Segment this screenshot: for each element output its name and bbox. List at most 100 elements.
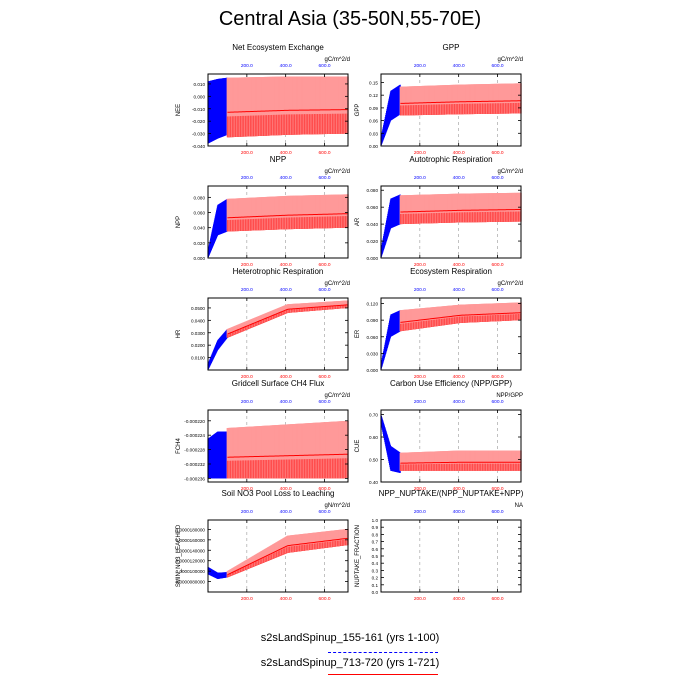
panel-2-frame [380, 73, 522, 147]
panel-4-series-1-mean [380, 211, 400, 255]
panel-8-title: Carbon Use Efficiency (NPP/GPP) [390, 379, 512, 388]
panel-10-ytick-label: 0.0 [372, 590, 379, 595]
panel-7-ylabel: FCH4 [176, 438, 182, 454]
panel-6-xtick-bottom-label: 200.0 [414, 374, 426, 380]
panel-3-frame [207, 185, 349, 259]
panel-8-xtick-bottom-label: 600.0 [491, 486, 503, 492]
panel-8-ytick-label: 0.40 [369, 480, 378, 485]
panel-2-ytick-label: 0.06 [369, 119, 378, 124]
panel-3-ytick-label: 0.000 [194, 256, 206, 261]
panel-1-title: Net Ecosystem Exchange [232, 43, 324, 52]
panel-1-ylabel: NEE [176, 104, 182, 116]
panel-8-frame [380, 409, 522, 483]
panel-2-series-1-mean [380, 101, 400, 143]
panel-1-xtick-top-label: 200.0 [241, 63, 253, 69]
panel-7-series-2-mean [227, 453, 348, 458]
panel-3-xtick-bottom-label: 400.0 [280, 262, 292, 268]
panel-2-ylabel: GPP [355, 104, 361, 117]
panel-10-ytick-label: 1.0 [372, 518, 379, 523]
panel-7-title: Gridcell Surface CH4 Flux [232, 379, 324, 388]
panel-6-ytick-label: 0.030 [367, 351, 379, 356]
panel-9-series-2-mean [227, 537, 348, 576]
panel-7-series-1-mean [207, 458, 227, 463]
panel-3-series-1-mean [207, 217, 227, 255]
panel-9-ytick-label: 0.0000160000 [176, 538, 206, 543]
panel-7-ytick-label: -0.000220 [184, 419, 205, 424]
panel-2-ytick-label: 0.15 [369, 80, 378, 85]
panel-4-series-1 [380, 194, 401, 258]
panel-2-ytick-label: 0.00 [369, 144, 378, 149]
panel-4-series-2-mean [400, 208, 521, 213]
page-title: Central Asia (35-50N,55-70E) [218, 8, 482, 30]
panel-5-ytick-label: 0.0500 [191, 306, 205, 311]
panel-1-ytick-label: 0.010 [194, 82, 206, 87]
panel-4-ytick-label: 0.040 [367, 222, 379, 227]
panel-10-ytick-label: 0.8 [372, 532, 379, 537]
panel-3-series-2-mean [227, 213, 348, 219]
panel-10-ytick-label: 0.5 [372, 554, 379, 559]
panel-1-xtick-bottom-label: 600.0 [318, 150, 330, 156]
panel-2-xtick-bottom-label: 600.0 [491, 150, 503, 156]
panel-10-xtick-bottom-label: 200.0 [414, 596, 426, 602]
panel-1-series-2-mean [227, 109, 348, 113]
panel-10-xtick-top-label: 600.0 [491, 509, 503, 515]
panel-8-series-2 [399, 450, 522, 471]
panel-7-frame [207, 409, 349, 483]
panel-2-xtick-top-label: 400.0 [453, 63, 465, 69]
panel-3-xtick-top-label: 200.0 [241, 175, 253, 181]
panel-5-xtick-bottom-label: 400.0 [280, 374, 292, 380]
panel-5-title: Heterotrophic Respiration [233, 267, 324, 276]
panel-8-xtick-top-label: 600.0 [491, 399, 503, 405]
panel-5-units: gC/m^2/d [325, 281, 351, 287]
panel-7-xtick-top-label: 400.0 [280, 399, 292, 405]
panel-10-ytick-label: 0.3 [372, 568, 379, 573]
panel-4-ytick-label: 0.060 [367, 205, 379, 210]
panel-10-ytick-label: 0.6 [372, 547, 379, 552]
panel-5-series-1 [207, 329, 228, 370]
panel-4-units: gC/m^2/d [498, 169, 524, 175]
panel-7-series-1 [207, 431, 228, 479]
panel-3-units: gC/m^2/d [325, 169, 351, 175]
panel-3-ytick-label: 0.060 [194, 211, 206, 216]
panel-1-frame [207, 73, 349, 147]
panel-1-ytick-label: -0.020 [192, 119, 205, 124]
panel-6-title: Ecosystem Respiration [410, 267, 492, 276]
panel-6-xtick-top-label: 200.0 [414, 287, 426, 293]
panel-7-xtick-top-label: 200.0 [241, 399, 253, 405]
panel-8-series-1-mean [380, 419, 400, 465]
panel-3-series-1 [207, 199, 228, 258]
panel-4-xtick-top-label: 400.0 [453, 175, 465, 181]
panel-5-ytick-label: 0.0400 [191, 318, 205, 323]
panel-6-ytick-label: 0.120 [367, 302, 379, 307]
panel-2-series-1 [380, 84, 401, 146]
legend-label-series2: s2sLandSpinup_713-720 (yrs 1-721) [260, 657, 440, 669]
panel-1-xtick-top-label: 600.0 [318, 63, 330, 69]
panel-8-xtick-top-label: 400.0 [453, 399, 465, 405]
panel-9-ytick-label: 0.0000180000 [176, 527, 206, 532]
panel-9-xtick-top-label: 200.0 [241, 509, 253, 515]
panel-4-title: Autotrophic Respiration [409, 155, 492, 164]
panel-2-ytick-label: 0.03 [369, 131, 378, 136]
panel-9-series-2 [226, 528, 349, 578]
panel-6-xtick-top-label: 600.0 [491, 287, 503, 293]
panel-5-xtick-bottom-label: 600.0 [318, 374, 330, 380]
panel-5-ylabel: HR [176, 329, 182, 338]
panel-10-ytick-label: 0.9 [372, 525, 379, 530]
panel-2-series-2-mean [400, 100, 521, 104]
panel-4-ylabel: AR [355, 217, 361, 226]
panel-8-series-2-mean [400, 461, 521, 464]
panel-8-xtick-bottom-label: 400.0 [453, 486, 465, 492]
panel-9-series-1-mean [207, 570, 227, 577]
panel-8-series-1 [380, 414, 401, 473]
panel-10-xtick-bottom-label: 600.0 [491, 596, 503, 602]
panel-3-xtick-top-label: 600.0 [318, 175, 330, 181]
panel-5-series-2 [226, 300, 349, 338]
panel-3-ylabel: NPP [176, 216, 182, 228]
panel-2-ytick-label: 0.09 [369, 106, 378, 111]
panel-4-xtick-top-label: 600.0 [491, 175, 503, 181]
panel-7-units: gC/m^2/d [325, 393, 351, 399]
panel-10-ytick-label: 0.7 [372, 540, 379, 545]
panel-5-frame [207, 297, 349, 371]
panel-1-xtick-bottom-label: 200.0 [241, 150, 253, 156]
